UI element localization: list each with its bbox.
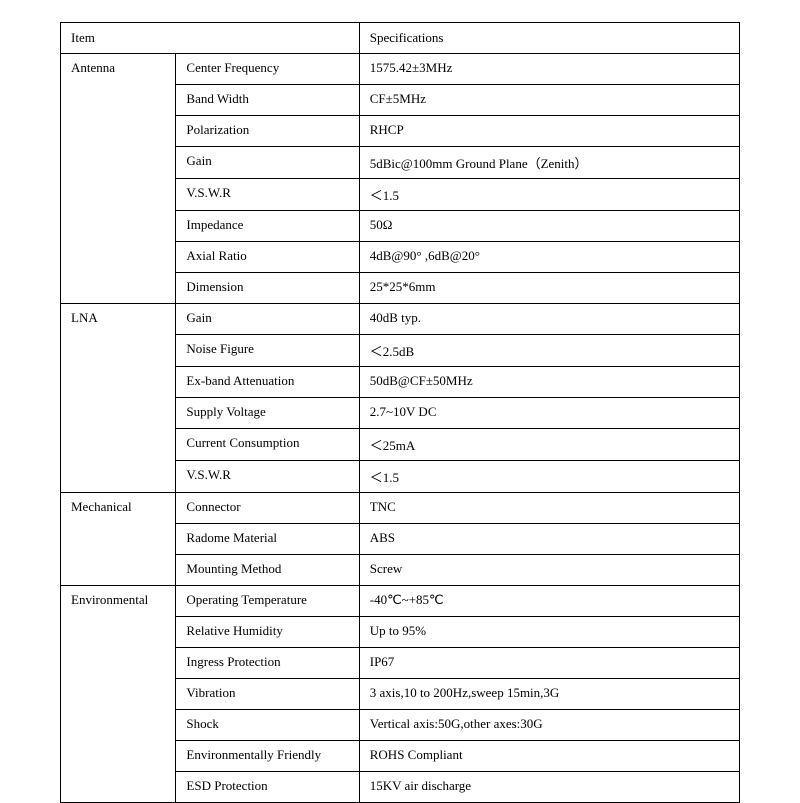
param-cell: Dimension [176, 273, 359, 304]
spec-cell: ＜1.5 [359, 461, 739, 493]
group-cell: LNA [61, 304, 176, 493]
spec-cell: 15KV air discharge [359, 772, 739, 803]
spec-cell: RHCP [359, 116, 739, 147]
spec-cell: ＜25mA [359, 429, 739, 461]
spec-cell: Screw [359, 555, 739, 586]
param-cell: Ex-band Attenuation [176, 367, 359, 398]
param-cell: Noise Figure [176, 335, 359, 367]
spec-cell: 50Ω [359, 211, 739, 242]
param-cell: Center Frequency [176, 54, 359, 85]
param-cell: Radome Material [176, 524, 359, 555]
spec-cell: 40dB typ. [359, 304, 739, 335]
param-cell: Operating Temperature [176, 586, 359, 617]
spec-cell: CF±5MHz [359, 85, 739, 116]
param-cell: Gain [176, 147, 359, 179]
spec-cell: ＜1.5 [359, 179, 739, 211]
param-cell: Mounting Method [176, 555, 359, 586]
spec-cell: ABS [359, 524, 739, 555]
header-spec: Specifications [359, 23, 739, 54]
spec-cell: ROHS Compliant [359, 741, 739, 772]
spec-cell: 1575.42±3MHz [359, 54, 739, 85]
param-cell: Gain [176, 304, 359, 335]
table-row: MechanicalConnectorTNC [61, 493, 740, 524]
param-cell: Axial Ratio [176, 242, 359, 273]
spec-cell: Up to 95% [359, 617, 739, 648]
param-cell: Supply Voltage [176, 398, 359, 429]
param-cell: Relative Humidity [176, 617, 359, 648]
param-cell: Ingress Protection [176, 648, 359, 679]
param-cell: V.S.W.R [176, 461, 359, 493]
spec-table-body: ItemSpecificationsAntennaCenter Frequenc… [61, 23, 740, 803]
param-cell: Shock [176, 710, 359, 741]
group-cell: Environmental [61, 586, 176, 803]
spec-cell: 5dBic@100mm Ground Plane（Zenith） [359, 147, 739, 179]
header-item: Item [61, 23, 360, 54]
spec-cell: IP67 [359, 648, 739, 679]
group-cell: Antenna [61, 54, 176, 304]
param-cell: Connector [176, 493, 359, 524]
param-cell: Current Consumption [176, 429, 359, 461]
param-cell: Impedance [176, 211, 359, 242]
param-cell: Environmentally Friendly [176, 741, 359, 772]
spec-cell: 50dB@CF±50MHz [359, 367, 739, 398]
spec-cell: 25*25*6mm [359, 273, 739, 304]
param-cell: Vibration [176, 679, 359, 710]
spec-cell: ＜2.5dB [359, 335, 739, 367]
spec-cell: 2.7~10V DC [359, 398, 739, 429]
param-cell: ESD Protection [176, 772, 359, 803]
param-cell: V.S.W.R [176, 179, 359, 211]
table-row: EnvironmentalOperating Temperature-40℃~+… [61, 586, 740, 617]
param-cell: Polarization [176, 116, 359, 147]
spec-table: ItemSpecificationsAntennaCenter Frequenc… [60, 22, 740, 803]
spec-cell: TNC [359, 493, 739, 524]
spec-cell: -40℃~+85℃ [359, 586, 739, 617]
group-cell: Mechanical [61, 493, 176, 586]
table-row: AntennaCenter Frequency1575.42±3MHz [61, 54, 740, 85]
spec-cell: Vertical axis:50G,other axes:30G [359, 710, 739, 741]
spec-cell: 3 axis,10 to 200Hz,sweep 15min,3G [359, 679, 739, 710]
param-cell: Band Width [176, 85, 359, 116]
header-row: ItemSpecifications [61, 23, 740, 54]
table-row: LNAGain40dB typ. [61, 304, 740, 335]
spec-cell: 4dB@90° ,6dB@20° [359, 242, 739, 273]
